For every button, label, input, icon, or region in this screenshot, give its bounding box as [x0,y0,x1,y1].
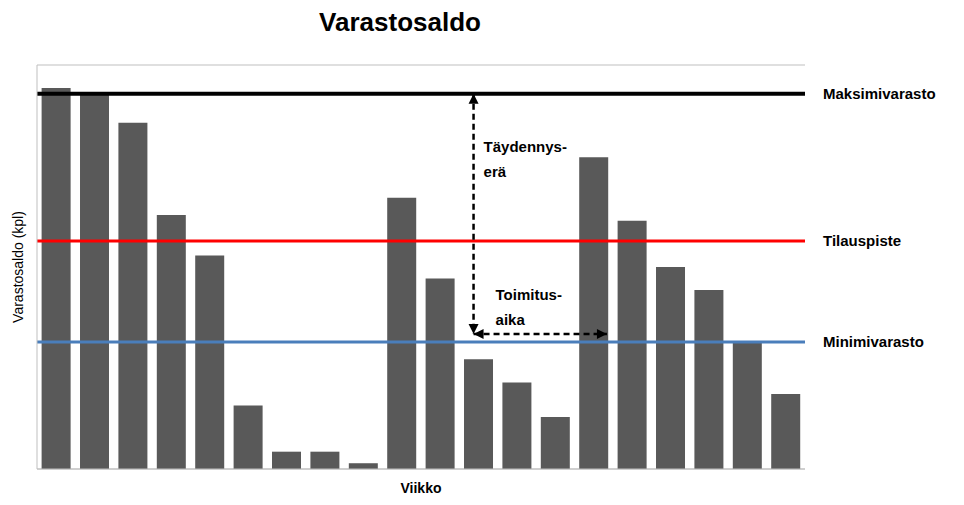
svg-text:Täydennys-erä: Täydennys-erä [484,138,567,180]
svg-text:Minimivarasto: Minimivarasto [823,333,924,350]
svg-text:Tilauspiste: Tilauspiste [823,232,901,249]
svg-text:Toimitus-aika: Toimitus-aika [496,286,562,328]
svg-text:Varastosaldo (kpl): Varastosaldo (kpl) [10,211,26,323]
svg-text:Viikko: Viikko [401,480,442,496]
html-text:Varastosaldo: Varastosaldo [319,7,481,37]
svg-text:Maksimivarasto: Maksimivarasto [823,85,936,102]
